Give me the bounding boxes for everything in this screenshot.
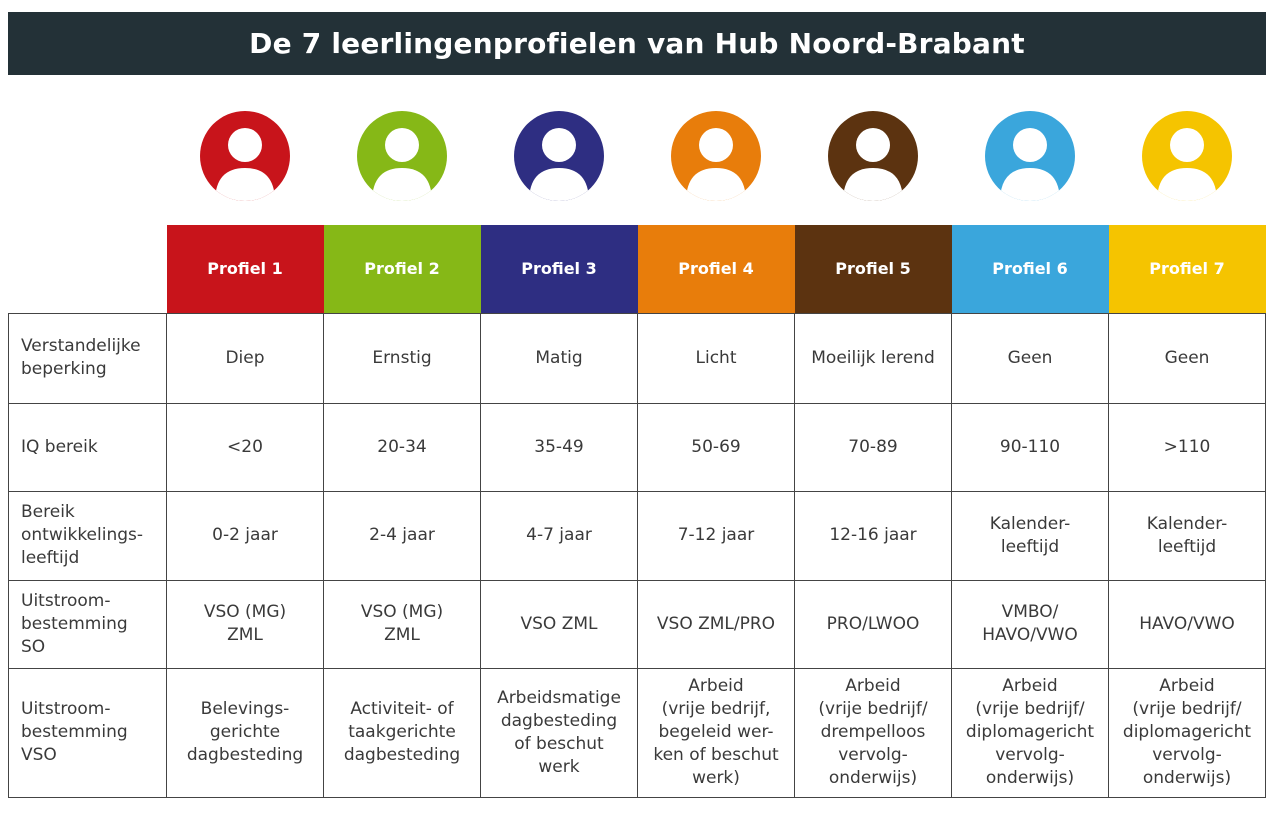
table-cell: 12-16 jaar [794,490,952,581]
table-cell: VSO (MG) ZML [166,579,324,669]
profile-header: Profiel 1 [166,225,324,313]
profile-header: Profiel 7 [1108,225,1266,313]
header-blank-cell [8,225,167,313]
table-row: Uitstroom- bestemming SO VSO (MG) ZML VSO … [8,579,1266,669]
row-label: Uitstroom- bestemming SO [8,579,167,669]
profile-header: Profiel 2 [323,225,481,313]
table-cell: Moeilijk lerend [794,312,952,404]
person-icon [480,110,637,205]
table-cell: 4-7 jaar [480,490,638,581]
profile-icons-row [166,110,1266,205]
profile-header: Profiel 5 [794,225,952,313]
row-label: IQ bereik [8,402,167,492]
table-cell: HAVO/VWO [1108,579,1266,669]
table-cell: Ernstig [323,312,481,404]
table-cell: >110 [1108,402,1266,492]
profile-header: Profiel 6 [951,225,1109,313]
table-cell: Arbeid (vrije bedrijf/ diplomagericht ve… [951,667,1109,798]
person-icon [795,110,952,205]
row-label: Verstandelijke beperking [8,312,167,404]
table-cell: 90-110 [951,402,1109,492]
table-cell: Geen [1108,312,1266,404]
table-cell: 2-4 jaar [323,490,481,581]
row-label: Bereik ontwikkelings- leeftijd [8,490,167,581]
table-cell: 35-49 [480,402,638,492]
person-icon [637,110,794,205]
table-cell: 70-89 [794,402,952,492]
page-title: De 7 leerlingenprofielen van Hub Noord-B… [8,12,1266,75]
table-row: Uitstroom- bestemming VSO Belevings- geri… [8,667,1266,798]
table-cell: 50-69 [637,402,795,492]
person-icon [1109,110,1266,205]
table-cell: VSO ZML/PRO [637,579,795,669]
person-icon [166,110,323,205]
table-cell: 0-2 jaar [166,490,324,581]
table-cell: Kalender- leeftijd [951,490,1109,581]
table-cell: 20-34 [323,402,481,492]
table-cell: Licht [637,312,795,404]
table-cell: Kalender- leeftijd [1108,490,1266,581]
profile-header: Profiel 3 [480,225,638,313]
table-cell: Matig [480,312,638,404]
row-label: Uitstroom- bestemming VSO [8,667,167,798]
table-cell: Arbeid (vrije bedrijf, begeleid wer- ken… [637,667,795,798]
table-cell: PRO/LWOO [794,579,952,669]
table-row: IQ bereik <20 20-34 35-49 50-69 70-89 90-110 >1… [8,402,1266,492]
table-cell: Geen [951,312,1109,404]
table-row: Bereik ontwikkelings- leeftijd 0-2 jaar 2-… [8,490,1266,581]
table-cell: Diep [166,312,324,404]
table-cell: 7-12 jaar [637,490,795,581]
table-cell: Activiteit- of taakgerichte dagbesteding [323,667,481,798]
table-cell: Arbeid (vrije bedrijf/ diplomagericht ve… [1108,667,1266,798]
table-cell: VSO ZML [480,579,638,669]
person-icon [952,110,1109,205]
table-cell: Arbeid (vrije bedrijf/ drempelloos vervo… [794,667,952,798]
table-cell: Belevings- gerichte dagbesteding [166,667,324,798]
person-icon [323,110,480,205]
table-row: Verstandelijke beperking Diep Ernstig Matig… [8,312,1266,404]
profile-header: Profiel 4 [637,225,795,313]
table-cell: VMBO/ HAVO/VWO [951,579,1109,669]
table-cell: VSO (MG) ZML [323,579,481,669]
table-cell: Arbeidsmatige dagbesteding of beschut we… [480,667,638,798]
table-cell: <20 [166,402,324,492]
profiles-table: Profiel 1 Profiel 2 Profiel 3 Profiel 4 Prof… [8,225,1266,798]
